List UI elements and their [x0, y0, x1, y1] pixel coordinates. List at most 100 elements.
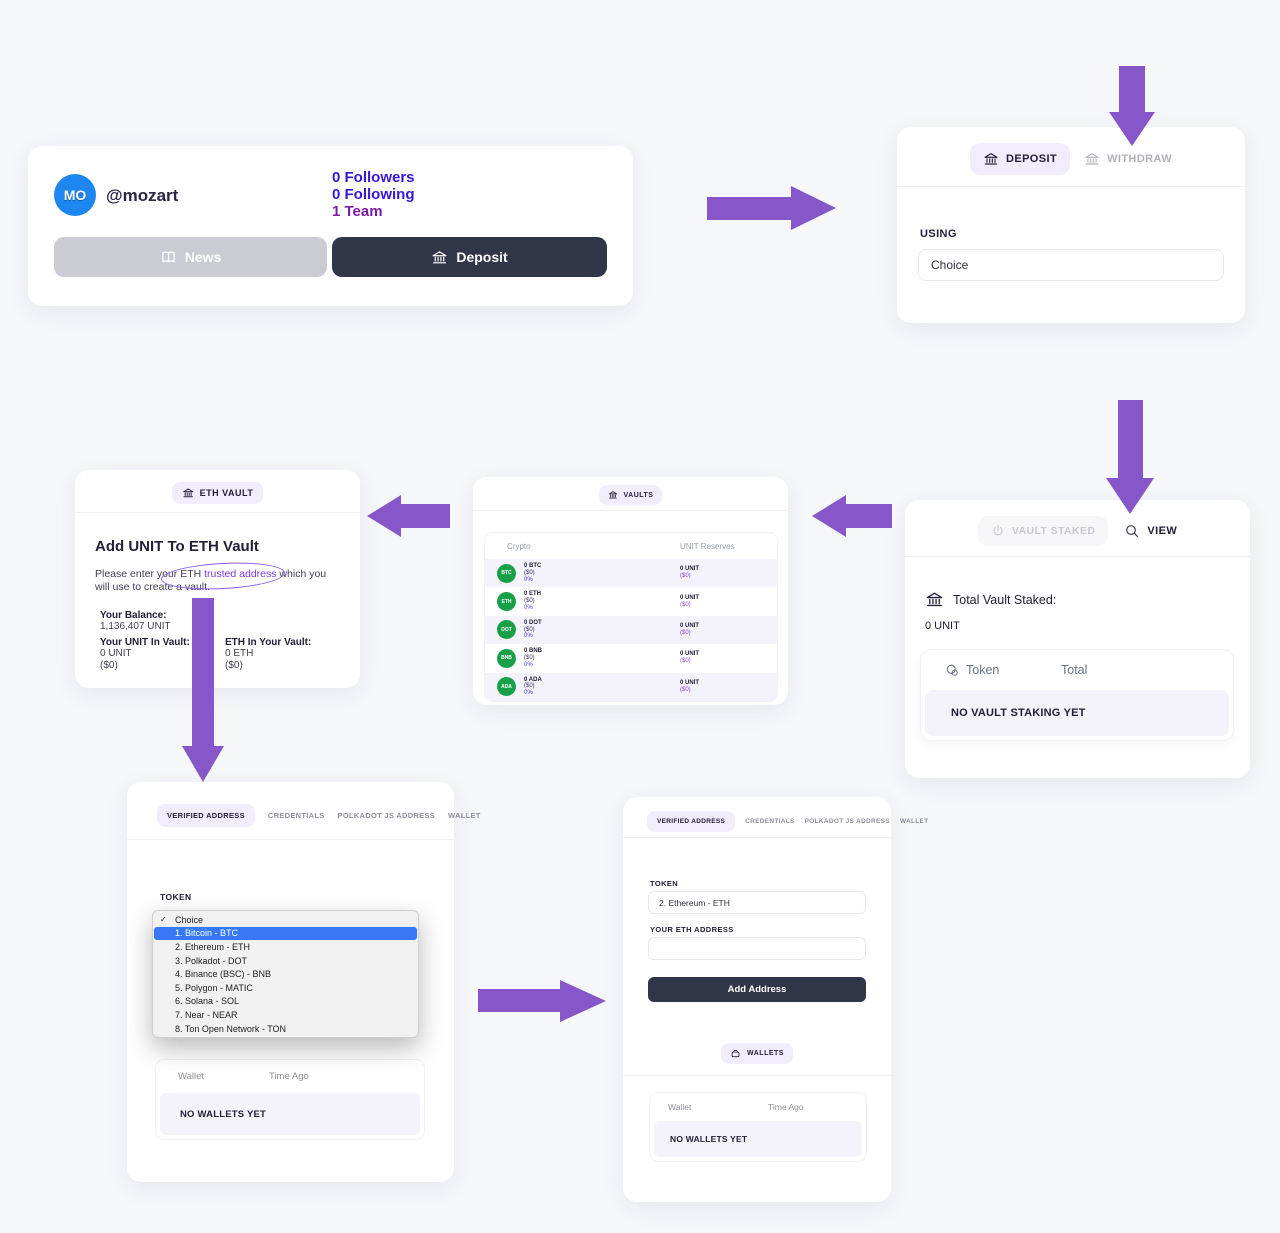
- avatar: MO: [54, 174, 96, 216]
- tab-wallet[interactable]: WALLET: [448, 811, 481, 820]
- tab-polkadot-js-address[interactable]: POLKADOT JS ADDRESS: [337, 811, 436, 820]
- tab-deposit[interactable]: DEPOSIT: [969, 143, 1071, 175]
- eth-vault-description: Please enter your ETH trusted address wh…: [95, 568, 327, 593]
- flow-arrow-left-2: [367, 495, 450, 537]
- vaults-badge: VAULTS: [598, 485, 663, 505]
- deposit-button-label: Deposit: [456, 249, 508, 265]
- dropdown-item-ethereum[interactable]: 2. Ethereum - ETH: [175, 941, 251, 952]
- bnb-coin-icon: BNB: [497, 648, 516, 668]
- eth-vault-card: ETH VAULT Add UNIT To ETH Vault Please e…: [75, 470, 360, 688]
- eth-vault-title: Add UNIT To ETH Vault: [95, 538, 259, 555]
- deposit-button[interactable]: Deposit: [332, 237, 607, 277]
- tab-withdraw-label: WITHDRAW: [1107, 153, 1172, 165]
- vault-row-dot[interactable]: DOT 0 DOT ($0) 0% 0 UNIT ($0): [485, 615, 777, 645]
- col-unit-reserves: UNIT Reserves: [680, 541, 735, 551]
- tab-view-label: VIEW: [1147, 525, 1178, 537]
- news-button[interactable]: News: [54, 237, 327, 277]
- tab-polkadot-js-address[interactable]: POLKADOT JS ADDRESS: [804, 818, 890, 825]
- eth-coin-icon: ETH: [497, 592, 516, 612]
- eth-address-label: YOUR ETH ADDRESS: [650, 925, 734, 934]
- dropdown-item-polkadot[interactable]: 3. Polkadot - DOT: [175, 955, 248, 966]
- tab-credentials[interactable]: CREDENTIALS: [745, 818, 795, 825]
- vault-row-bnb[interactable]: BNB 0 BNB ($0) 0% 0 UNIT ($0): [485, 644, 777, 672]
- wallets-empty-row: NO WALLETS YET: [160, 1093, 420, 1135]
- col-crypto: Crypto: [507, 541, 531, 551]
- dropdown-item-ton[interactable]: 8. Ton Open Network - TON: [175, 1023, 287, 1034]
- bank-icon: [182, 487, 194, 499]
- vaults-table: Crypto UNIT Reserves BTC 0 BTC ($0) 0% 0 U…: [485, 533, 777, 701]
- avatar-initials: MO: [63, 187, 87, 203]
- balance-value: 1,136,407 UNIT: [100, 621, 171, 632]
- trusted-address-link[interactable]: trusted address: [204, 568, 277, 580]
- col-wallet: Wallet: [178, 1071, 205, 1082]
- tab-withdraw[interactable]: WITHDRAW: [1084, 151, 1172, 167]
- col-time-ago: Time Ago: [269, 1071, 309, 1082]
- dropdown-item-near[interactable]: 7. Near - NEAR: [175, 1009, 238, 1020]
- tab-wallet[interactable]: WALLET: [899, 818, 929, 825]
- eth-in-vault-value: 0 ETH: [225, 648, 254, 659]
- using-choice-select[interactable]: [918, 249, 1224, 281]
- verified-address-card-left: VERIFIED ADDRESS CREDENTIALS POLKADOT JS…: [127, 782, 480, 1182]
- eth-address-input[interactable]: [648, 937, 866, 960]
- token-label: TOKEN: [160, 892, 192, 902]
- followers-count[interactable]: 0 Followers: [332, 169, 415, 186]
- eth-vault-badge-label: ETH VAULT: [199, 488, 254, 498]
- ada-coin-icon: ADA: [497, 677, 516, 697]
- col-total: Total: [1061, 663, 1088, 677]
- following-count[interactable]: 0 Following: [332, 186, 415, 203]
- tab-deposit-label: DEPOSIT: [1005, 153, 1058, 165]
- team-count[interactable]: 1 Team: [332, 203, 383, 220]
- bank-icon: [431, 249, 448, 266]
- divider: [905, 556, 1250, 557]
- flow-arrow-down-1: [1109, 66, 1155, 146]
- divider: [127, 839, 454, 840]
- news-button-label: News: [184, 249, 222, 265]
- bank-icon: [925, 590, 944, 609]
- wallets-badge: WALLETS: [721, 1043, 793, 1064]
- using-label: USING: [920, 228, 957, 240]
- divider: [473, 510, 788, 511]
- dropdown-item-choice[interactable]: ✓ Choice: [160, 914, 204, 925]
- news-book-icon: [160, 249, 177, 266]
- vault-row-eth[interactable]: ETH 0 ETH ($0) 0% 0 UNIT ($0): [485, 587, 777, 615]
- col-token: Token: [966, 663, 1000, 677]
- tab-credentials[interactable]: CREDENTIALS: [267, 811, 325, 820]
- vault-row-ada[interactable]: ADA 0 ADA ($0) 0% 0 UNIT ($0): [485, 672, 777, 701]
- tab-verified-address[interactable]: VERIFIED ADDRESS: [157, 804, 255, 827]
- tab-view[interactable]: VIEW: [1124, 523, 1177, 539]
- dropdown-item-bitcoin[interactable]: 1. Bitcoin - BTC: [154, 926, 417, 941]
- total-vault-staked-value: 0 UNIT: [925, 620, 960, 632]
- profile-card: MO @mozart 0 Followers 0 Following 1 Tea…: [28, 146, 633, 306]
- col-time-ago: Time Ago: [768, 1102, 804, 1112]
- vaults-badge-label: VAULTS: [623, 491, 654, 499]
- verified-address-card-right: VERIFIED ADDRESS CREDENTIALS POLKADOT JS…: [623, 797, 928, 1202]
- dropdown-item-solana[interactable]: 6. Solana - SOL: [175, 996, 240, 1007]
- token-select[interactable]: [648, 891, 866, 914]
- eth-in-vault-usd: ($0): [225, 660, 243, 671]
- unit-in-vault-label: Your UNIT In Vault:: [100, 637, 190, 648]
- divider: [75, 512, 360, 513]
- check-icon: ✓: [160, 915, 167, 925]
- wallet-icon: [730, 1048, 741, 1059]
- total-vault-staked-label: Total Vault Staked:: [953, 592, 1057, 607]
- unit-in-vault-usd: ($0): [100, 660, 118, 671]
- btc-coin-icon: BTC: [497, 563, 516, 583]
- tab-vault-staked[interactable]: VAULT STAKED: [977, 516, 1109, 546]
- tab-verified-address[interactable]: VERIFIED ADDRESS: [647, 811, 736, 832]
- divider: [623, 1075, 891, 1076]
- vaults-card: VAULTS Crypto UNIT Reserves BTC 0 BTC ($0…: [473, 477, 788, 705]
- power-icon: [991, 524, 1005, 538]
- dropdown-item-binance[interactable]: 4. Binance (BSC) - BNB: [175, 969, 272, 980]
- unit-in-vault-value: 0 UNIT: [100, 648, 132, 659]
- dropdown-item-polygon[interactable]: 5. Polygon - MATIC: [175, 982, 253, 993]
- tab-vault-staked-label: VAULT STAKED: [1011, 525, 1096, 537]
- token-dropdown-menu: ✓ Choice 1. Bitcoin - BTC 2. Ethereum - E…: [152, 910, 419, 1039]
- add-address-button[interactable]: Add Address: [648, 977, 866, 1002]
- wallets-table-header: Wallet Time Ago: [650, 1093, 866, 1121]
- dot-coin-icon: DOT: [497, 620, 516, 640]
- profile-stats: 0 Followers 0 Following 1 Team: [332, 169, 415, 220]
- bank-icon: [608, 490, 618, 500]
- flow-arrow-right-2: [478, 980, 606, 1022]
- magnifier-icon: [1124, 523, 1140, 539]
- vault-row-btc[interactable]: BTC 0 BTC ($0) 0% 0 UNIT ($0): [485, 559, 777, 588]
